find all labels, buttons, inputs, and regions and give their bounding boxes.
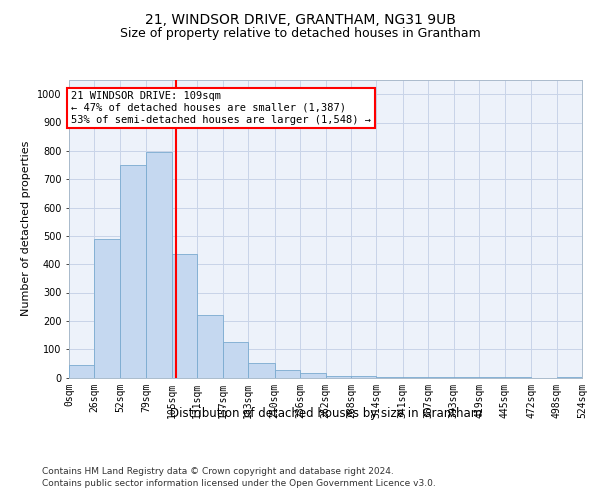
- Bar: [69, 365, 94, 378]
- Bar: [197, 315, 223, 378]
- Bar: [146, 152, 172, 378]
- Text: Contains HM Land Registry data © Crown copyright and database right 2024.: Contains HM Land Registry data © Crown c…: [42, 468, 394, 476]
- Bar: [325, 376, 351, 378]
- Bar: [428, 377, 454, 378]
- Bar: [120, 165, 146, 378]
- Bar: [248, 364, 275, 378]
- Text: Size of property relative to detached houses in Grantham: Size of property relative to detached ho…: [119, 28, 481, 40]
- Y-axis label: Number of detached properties: Number of detached properties: [22, 141, 31, 316]
- Text: Distribution of detached houses by size in Grantham: Distribution of detached houses by size …: [170, 408, 482, 420]
- Bar: [275, 370, 300, 378]
- Text: 21, WINDSOR DRIVE, GRANTHAM, NG31 9UB: 21, WINDSOR DRIVE, GRANTHAM, NG31 9UB: [145, 12, 455, 26]
- Bar: [376, 376, 403, 378]
- Bar: [300, 373, 325, 378]
- Bar: [94, 238, 120, 378]
- Bar: [403, 376, 428, 378]
- Text: Contains public sector information licensed under the Open Government Licence v3: Contains public sector information licen…: [42, 479, 436, 488]
- Bar: [172, 254, 197, 378]
- Text: 21 WINDSOR DRIVE: 109sqm
← 47% of detached houses are smaller (1,387)
53% of sem: 21 WINDSOR DRIVE: 109sqm ← 47% of detach…: [71, 92, 371, 124]
- Bar: [351, 376, 376, 378]
- Bar: [223, 342, 248, 378]
